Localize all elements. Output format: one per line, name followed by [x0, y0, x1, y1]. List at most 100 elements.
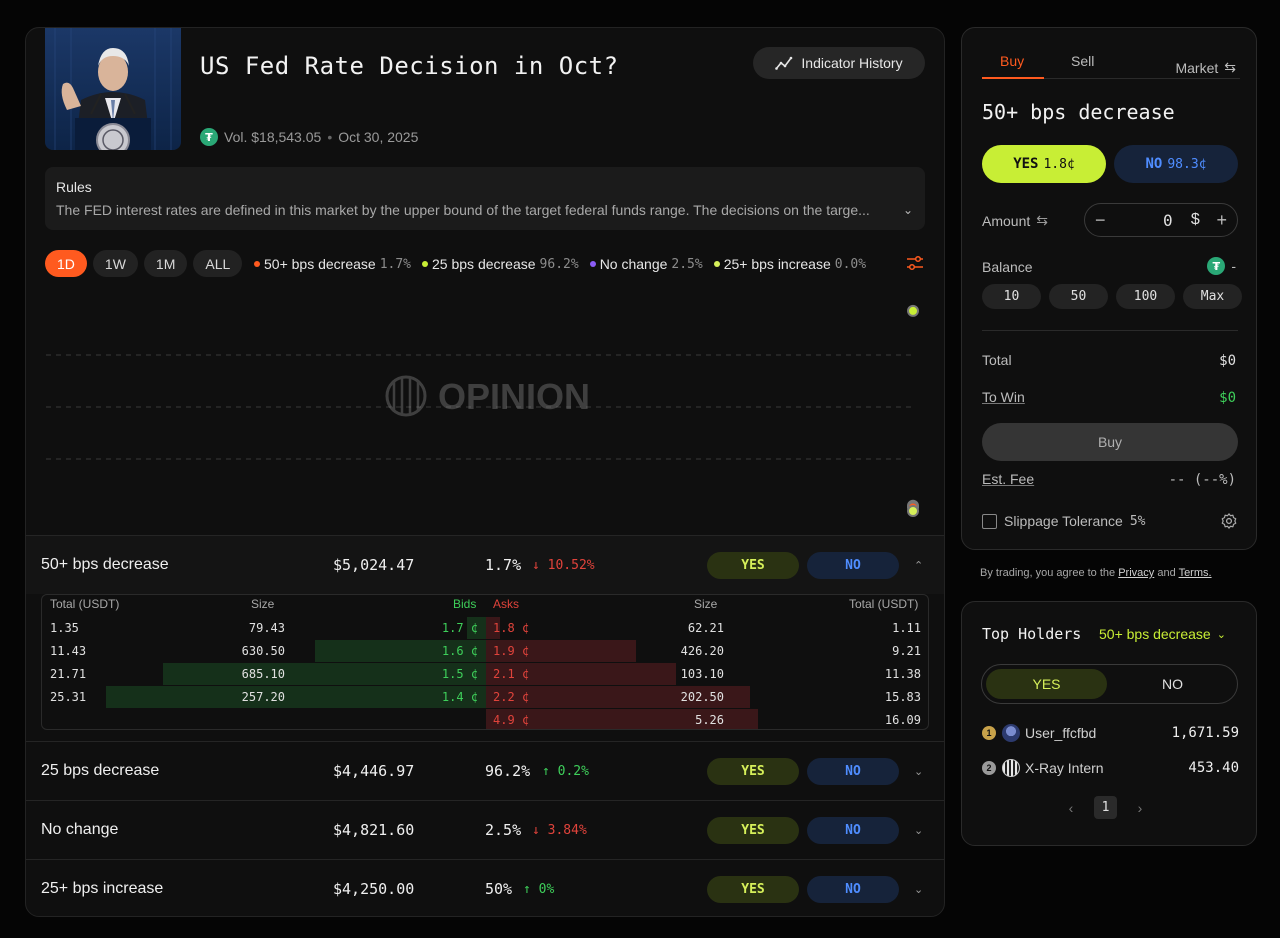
holders-side-toggle: YES NO [981, 664, 1238, 704]
outcome-row[interactable]: 25 bps decrease $4,446.97 96.2% ↑ 0.2% Y… [26, 741, 944, 800]
orderbook-header-bids: Bids [453, 597, 477, 611]
buy-yes-button[interactable]: YES [707, 875, 799, 903]
select-no-button[interactable]: NO 98.3¢ [1114, 145, 1238, 183]
orderbook-row[interactable]: 11.43 630.50 1.6 ¢ 1.9 ¢ 426.20 9.21 [42, 640, 928, 662]
ask-price: 2.1 ¢ [493, 667, 530, 681]
legend-dot [254, 261, 260, 267]
price-chart[interactable]: OPINION 22:4001:5505:1008:2511:3514:4518… [26, 283, 945, 523]
terms-and: and [1157, 567, 1176, 579]
tab-sell[interactable]: Sell [1071, 53, 1095, 69]
terms-link[interactable]: Terms. [1178, 567, 1212, 579]
amount-value[interactable]: 0 [1163, 210, 1173, 230]
range-tab-all[interactable]: ALL [193, 250, 243, 277]
quick-amount-button[interactable]: 10 [982, 284, 1041, 309]
legend-value: 2.5% [671, 256, 703, 272]
buy-button[interactable]: Buy [982, 423, 1238, 461]
outcome-probability: 1.7% [485, 556, 522, 574]
privacy-link[interactable]: Privacy [1118, 567, 1155, 579]
buy-yes-button[interactable]: YES [707, 551, 799, 579]
outcome-name: 25+ bps increase [41, 880, 164, 897]
buy-yes-button[interactable]: YES [707, 816, 799, 844]
chevron-right-icon[interactable]: › [1137, 799, 1143, 816]
orderbook-row[interactable]: 4.9 ¢ 5.26 16.09 [42, 709, 928, 729]
chevron-down-icon[interactable]: ⌄ [902, 203, 913, 217]
holders-yes-tab[interactable]: YES [986, 669, 1107, 699]
buy-no-button[interactable]: NO [807, 816, 899, 844]
quick-amount-button[interactable]: 50 [1049, 284, 1108, 309]
ask-total: 16.09 [884, 713, 921, 727]
holders-no-tab[interactable]: NO [1162, 676, 1183, 692]
ask-price: 1.9 ¢ [493, 644, 530, 658]
chevron-down-icon[interactable]: ⌄ [914, 883, 924, 896]
buy-yes-button[interactable]: YES [707, 757, 799, 785]
orderbook-row[interactable]: 21.71 685.10 1.5 ¢ 2.1 ¢ 103.10 11.38 [42, 663, 928, 685]
ask-price: 4.9 ¢ [493, 713, 530, 727]
decrement-button[interactable]: − [1095, 209, 1106, 230]
ask-size: 202.50 [680, 690, 724, 704]
legend-item[interactable]: 25 bps decrease 96.2% [422, 256, 579, 272]
chevron-down-icon[interactable]: ⌄ [914, 824, 924, 837]
ask-depth-bar [486, 709, 758, 729]
legend-item[interactable]: 25+ bps increase 0.0% [713, 256, 866, 272]
series-end-point [907, 304, 919, 317]
orderbook: Total (USDT) Size Bids Asks Size Total (… [41, 594, 929, 730]
pagination: ‹ 1 › [1064, 796, 1147, 819]
to-win-label: To Win [982, 389, 1025, 405]
buy-no-button[interactable]: NO [807, 551, 899, 579]
tab-buy[interactable]: Buy [1000, 53, 1025, 69]
holder-row[interactable]: 2 X-Ray Intern 453.40 [982, 757, 1239, 779]
time-range-tabs: 1D 1W 1M ALL [45, 250, 243, 277]
slippage-value: 5% [1129, 513, 1146, 529]
outcome-change: ↓ 3.84% [532, 822, 587, 838]
increment-button[interactable]: + [1216, 209, 1227, 230]
indicator-history-button[interactable]: Indicator History [753, 47, 925, 79]
slippage-tolerance[interactable]: Slippage Tolerance 5% [982, 513, 1146, 529]
quick-amounts: 10 50 100 Max [982, 284, 1242, 309]
buy-no-button[interactable]: NO [807, 757, 899, 785]
slippage-checkbox[interactable] [982, 513, 997, 529]
bid-price: 1.7 ¢ [441, 621, 478, 635]
order-type-toggle[interactable]: Market ⇆ [1175, 59, 1236, 76]
buy-no-button[interactable]: NO [807, 875, 899, 903]
ask-size: 5.26 [695, 713, 724, 727]
outcome-row[interactable]: 50+ bps decrease $5,024.47 1.7% ↓ 10.52%… [26, 535, 944, 594]
chevron-up-icon[interactable]: ⌃ [914, 559, 924, 572]
bid-total: 25.31 [50, 690, 87, 704]
page-button[interactable]: 1 [1094, 796, 1117, 819]
swap-icon[interactable]: ⇆ [1036, 212, 1048, 228]
legend-item[interactable]: 50+ bps decrease 1.7% [254, 256, 411, 272]
outcome-change: ↓ 10.52% [532, 557, 595, 573]
outcome-row[interactable]: 25+ bps increase $4,250.00 50% ↑ 0% YES … [26, 859, 944, 916]
yes-price: 1.8¢ [1043, 156, 1075, 172]
outcome-volume: $4,446.97 [333, 762, 415, 780]
amount-input[interactable]: − 0 $ + [1084, 203, 1238, 237]
market-image [45, 28, 181, 150]
holder-row[interactable]: 1 User_ffcfbd 1,671.59 [982, 722, 1239, 744]
rules-box[interactable]: Rules The FED interest rates are defined… [45, 167, 925, 230]
terms-prefix: By trading, you agree to the [980, 567, 1116, 579]
holders-outcome-select[interactable]: 50+ bps decrease ⌄ [1099, 626, 1226, 642]
filter-sliders-icon[interactable] [906, 255, 924, 271]
range-tab-1m[interactable]: 1M [143, 250, 188, 277]
chevron-down-icon[interactable]: ⌄ [914, 765, 924, 778]
legend-label: No change [599, 256, 668, 272]
selected-outcome: 50+ bps decrease [982, 100, 1175, 124]
holder-name: X-Ray Intern [1025, 760, 1104, 776]
chart-legend: 50+ bps decrease 1.7% 25 bps decrease 96… [254, 256, 866, 272]
outcome-row[interactable]: No change $4,821.60 2.5% ↓ 3.84% YES NO … [26, 800, 944, 859]
range-tab-1d[interactable]: 1D [45, 250, 87, 277]
quick-amount-button[interactable]: 100 [1116, 284, 1175, 309]
outcome-volume: $4,250.00 [333, 880, 415, 898]
chevron-left-icon[interactable]: ‹ [1068, 799, 1074, 816]
bid-depth-bar [467, 617, 486, 639]
legend-item[interactable]: No change 2.5% [589, 256, 703, 272]
orderbook-row[interactable]: 1.35 79.43 1.7 ¢ 1.8 ¢ 62.21 1.11 [42, 617, 928, 639]
orderbook-row[interactable]: 25.31 257.20 1.4 ¢ 2.2 ¢ 202.50 15.83 [42, 686, 928, 708]
select-yes-button[interactable]: YES 1.8¢ [982, 145, 1106, 183]
quick-amount-button[interactable]: Max [1183, 284, 1242, 309]
range-tab-1w[interactable]: 1W [92, 250, 138, 277]
bid-price: 1.4 ¢ [441, 690, 478, 704]
chart-grid [46, 354, 913, 460]
est-fee-value: -- (--%) [1168, 472, 1236, 488]
gear-icon[interactable] [1220, 512, 1238, 530]
